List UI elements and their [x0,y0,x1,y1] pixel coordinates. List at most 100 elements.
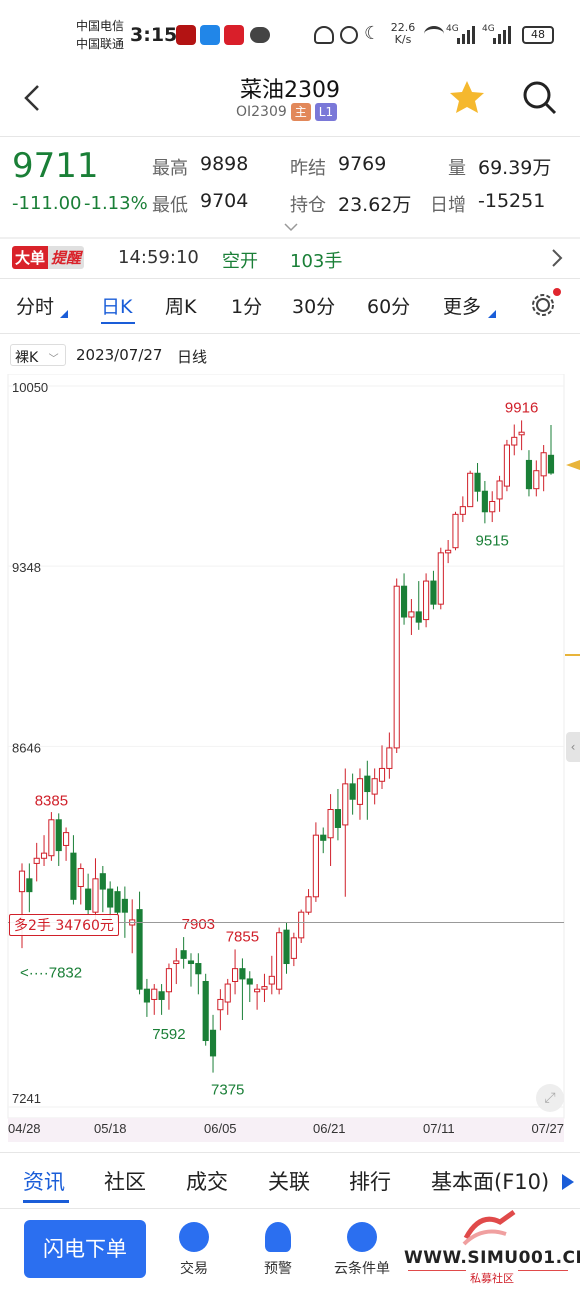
x-tick-label: 04/28 [8,1121,41,1136]
tab-more-dropdown-icon [488,310,496,318]
tab-community[interactable]: 社区 [104,1170,146,1194]
candle-body [400,585,408,618]
candle-body [254,988,261,993]
tab-week-k[interactable]: 周K [165,292,196,319]
x-tick-label: 06/05 [204,1121,237,1136]
alert-time: 14:59:10 [118,247,199,268]
bottom-tabs-top-divider [0,1152,580,1153]
candle-body [525,459,533,490]
side-panel-handle-icon[interactable]: ‹ [566,732,580,762]
candle-body [298,911,305,939]
settings-badge-dot [553,288,561,296]
position-label[interactable]: 多2手 34760元 [9,914,119,936]
subtitle-row: OI2309 主 L1 [236,103,338,121]
tab-30min-label: 30分 [292,296,336,318]
alert-divider [0,278,580,279]
price-annotation: 7375 [211,1082,244,1099]
tab-60min[interactable]: 60分 [367,292,410,319]
tab-timeshare[interactable]: 分时 [16,292,54,319]
candle-body [158,991,165,1000]
candle-body [305,896,312,913]
candle-body [165,968,173,993]
watermark-sub: 私募社区 [466,1270,518,1286]
dock-alert[interactable]: 预警 [238,1222,318,1278]
tab-related[interactable]: 关联 [268,1170,310,1194]
alert-more-icon[interactable] [550,248,564,268]
k-mode-chevron-icon: ﹀ [48,354,59,365]
candle-body [276,932,283,990]
candle-series [18,420,555,1073]
speed-icon [314,26,334,44]
tab-30min[interactable]: 30分 [292,292,335,319]
candle-body [511,436,518,446]
candle-body [378,767,386,782]
candle-body [518,431,525,436]
big-order-alert-badge: 大单 提醒 [12,246,85,269]
y-tick-label: 8646 [12,740,41,755]
price-annotation: 7903 [182,916,215,933]
candle-body [283,929,290,965]
tabs-scroll-arrow-icon[interactable] [562,1174,574,1190]
candle-body [496,480,503,500]
x-tick-label: 07/27 [531,1121,564,1136]
flash-order-button[interactable]: 闪电下单 [24,1220,146,1278]
fullscreen-icon[interactable]: ⤢ [536,1084,564,1112]
tab-60min-label: 60分 [367,296,411,318]
candle-body [261,986,268,990]
candle-body [452,513,459,549]
candle-body [503,444,510,487]
tab-day-k[interactable]: 日K [101,292,132,319]
volume-label: 量 [448,158,466,179]
tab-news[interactable]: 资讯 [23,1170,65,1194]
open-interest-value: 23.62万 [338,194,412,216]
carrier-1: 中国电信 [76,19,125,33]
candle-body [195,963,202,975]
candle-body [437,552,444,605]
candle-body [423,580,430,621]
candle-body [327,809,334,839]
candle-body [334,809,342,828]
candle-body [136,909,143,990]
signal2-label: 4G [482,24,495,34]
candle-body [481,490,488,513]
tab-more[interactable]: 更多 [443,292,481,319]
back-icon[interactable] [22,84,42,112]
watermark-url: WWW.SIMU001.CN [404,1248,580,1268]
candlestick-chart[interactable]: 10050 9348 8646 7241 8385 <····7832 7903 7592 7… [0,374,580,1144]
battery-icon: 48 [522,26,554,44]
x-tick-label: 05/18 [94,1121,127,1136]
oi-change-value: -15251 [478,190,546,212]
expand-chevron-icon[interactable] [283,222,299,232]
price-change: -111.00 [12,193,82,214]
net-speed: 22.6 K/s [390,22,416,46]
price-annotation: 7592 [152,1026,185,1043]
wifi-icon [424,26,444,42]
tab-trades[interactable]: 成交 [186,1170,228,1194]
dock-trade[interactable]: 交易 [154,1222,234,1278]
moon-icon: ☾ [364,23,381,44]
candle-body [459,506,466,515]
y-tick-label: 9348 [12,560,41,575]
tab-1min[interactable]: 1分 [231,292,262,319]
k-mode-select[interactable]: 裸K ﹀ [10,344,66,366]
price-annotation: <····7832 [20,964,82,981]
signal2-icon [493,26,511,44]
oi-change-label: 日增 [430,195,466,216]
search-icon[interactable] [522,80,558,116]
x-tick-label: 06/21 [313,1121,346,1136]
main-contract-tag: 主 [290,103,311,121]
info-tabs: 资讯 社区 成交 关联 排行 基本面(F10) [0,1164,580,1204]
candle-body [246,978,253,985]
current-price-marker [566,460,580,470]
app-notify-icon [176,25,196,45]
tab-ranking[interactable]: 排行 [349,1170,391,1194]
candle-body [33,857,40,864]
favorite-star-icon[interactable] [449,80,485,114]
settings-gear-icon[interactable] [530,292,556,318]
candle-body [268,975,275,985]
tab-fundamentals[interactable]: 基本面(F10) [431,1170,550,1194]
candle-body [55,819,62,852]
dock-cloud-order[interactable]: 云条件单 [322,1222,402,1278]
candle-body [77,868,84,888]
x-tick-label: 07/11 [423,1121,455,1136]
